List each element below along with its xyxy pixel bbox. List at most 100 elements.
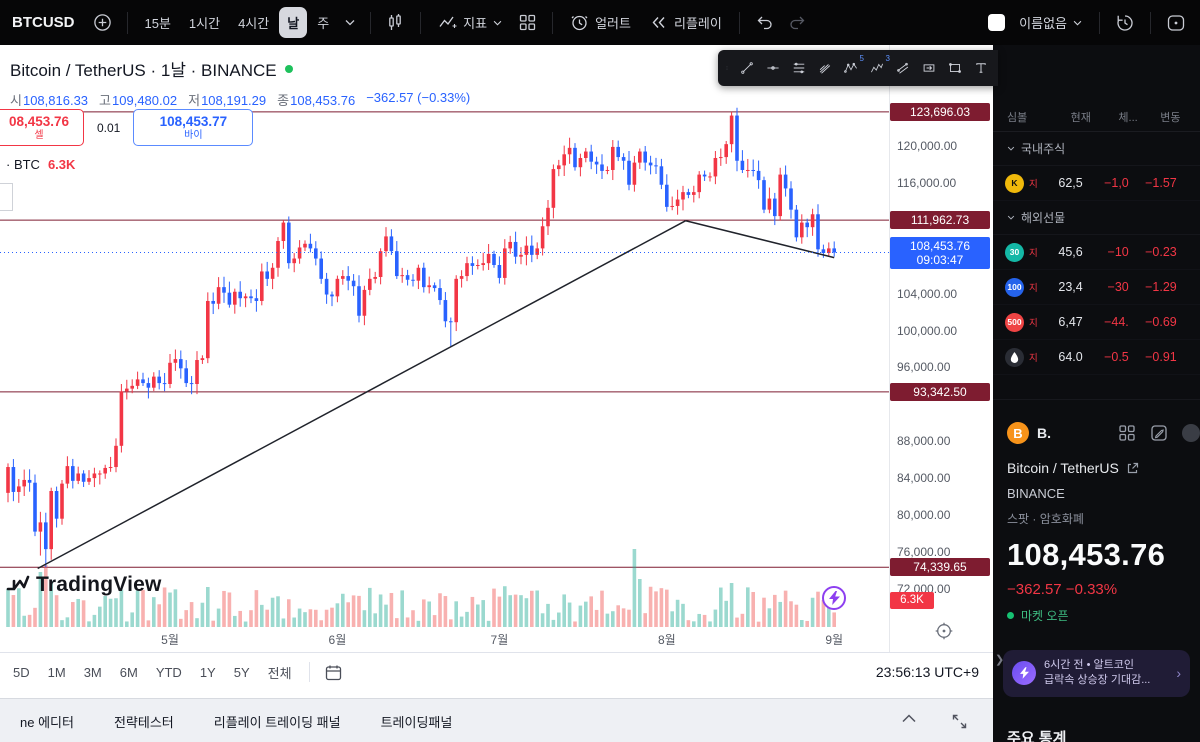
- sidebar-collapse-icon[interactable]: ❯: [993, 651, 1006, 668]
- clipped-avatar-icon[interactable]: [1182, 424, 1200, 442]
- section-title: 국내주식: [1021, 142, 1066, 156]
- buy-label: 바이: [184, 129, 203, 141]
- detail-exchange: BINANCE: [1007, 486, 1065, 501]
- buy-button[interactable]: 108,453.77 바이: [133, 109, 254, 146]
- watchlist-section-header[interactable]: 국내주식: [993, 132, 1200, 166]
- alert-price-tag[interactable]: 123,696.03: [890, 102, 990, 121]
- alert-price-tag[interactable]: 93,342.50: [890, 382, 990, 401]
- range-button-5D[interactable]: 5D: [4, 661, 39, 684]
- time-axis-label: 5월: [161, 633, 179, 647]
- countdown-timer: 09:03:47: [916, 252, 964, 267]
- alert-button[interactable]: 얼러트: [562, 7, 639, 38]
- detail-title-text: Bitcoin / TetherUS: [1007, 460, 1119, 476]
- range-toolbar: 5D 1M 3M 6M YTD 1Y 5Y 전체 23:56:13 UTC+9: [0, 652, 993, 691]
- tradingview-watermark: TradingView: [6, 573, 162, 597]
- expand-panel-icon[interactable]: [946, 713, 973, 730]
- layout-thumbnail[interactable]: [988, 14, 1006, 31]
- candlestick-chart[interactable]: [0, 45, 993, 652]
- range-buttons: 5D 1M 3M 6M YTD 1Y 5Y 전체: [0, 659, 301, 686]
- time-axis[interactable]: 5월 6월 7월 8월 9월: [0, 631, 889, 651]
- undo-icon[interactable]: [749, 10, 780, 35]
- price-axis[interactable]: [889, 45, 994, 652]
- time-axis-label: 6월: [328, 633, 347, 647]
- pitchfork-tool-icon[interactable]: [812, 54, 838, 82]
- elliott-wave-tool-icon[interactable]: 3: [864, 54, 890, 82]
- watchlist-column-header[interactable]: 심볼: [1007, 112, 1028, 124]
- layout-grid-icon[interactable]: [512, 9, 543, 36]
- interval-button-날[interactable]: 날: [279, 7, 308, 38]
- panel-settings-icon[interactable]: [1160, 9, 1192, 37]
- range-button-1Y[interactable]: 1Y: [191, 661, 225, 684]
- history-icon[interactable]: [1109, 9, 1141, 37]
- detail-market-type: 스팟 · 암호화폐: [1007, 512, 1084, 526]
- trend-line-tool-icon[interactable]: [734, 54, 760, 82]
- edit-note-icon[interactable]: [1150, 424, 1168, 442]
- range-button-3M[interactable]: 3M: [75, 661, 111, 684]
- grid-view-icon[interactable]: [1118, 424, 1136, 442]
- tool-badge: 3: [885, 54, 890, 63]
- watchlist-column-header[interactable]: 체...: [1118, 112, 1138, 124]
- interval-button-주[interactable]: 주: [309, 7, 337, 38]
- quick-action-lightning-icon[interactable]: [822, 586, 846, 610]
- time-axis-label: 9월: [825, 633, 844, 647]
- row-change: −1,0: [1104, 176, 1129, 190]
- range-button-YTD[interactable]: YTD: [147, 661, 191, 684]
- current-price-value: 108,453.76: [909, 238, 971, 253]
- redo-icon[interactable]: [782, 10, 813, 35]
- sell-button[interactable]: 08,453.76 셀: [0, 109, 84, 146]
- watchlist-column-header[interactable]: 변동: [1160, 112, 1181, 124]
- goto-date-icon[interactable]: [318, 661, 349, 684]
- scroll-to-realtime-icon[interactable]: [929, 621, 959, 644]
- range-button-1M[interactable]: 1M: [39, 661, 75, 684]
- indicators-button[interactable]: 지표: [430, 7, 510, 38]
- bottom-tab[interactable]: 리플레이 트레이딩 패널: [213, 714, 341, 730]
- chart-title[interactable]: Bitcoin / TetherUS · 1날 · BINANCE: [10, 61, 277, 80]
- interval-button-1시간[interactable]: 1시간: [181, 7, 228, 38]
- watchlist-row[interactable]: 500 지 6,47 −44. −0.69: [993, 305, 1200, 340]
- text-tool-tool-icon[interactable]: [968, 54, 994, 82]
- watchlist-row[interactable]: K 지 62,5 −1,0 −1.57: [993, 166, 1200, 201]
- interval-button-15분[interactable]: 15분: [137, 7, 179, 38]
- xabcd-pattern-tool-icon[interactable]: 5: [838, 54, 864, 82]
- alert-price-tag[interactable]: 74,339.65: [890, 558, 990, 577]
- range-button-6M[interactable]: 6M: [111, 661, 147, 684]
- watchlist-row[interactable]: 지 64.0 −0.5 −0.91: [993, 340, 1200, 375]
- bottom-tab[interactable]: 트레이딩패널: [380, 714, 453, 730]
- news-card[interactable]: 6시간 전 • 알트코인 급락속 상승장 기대감... ›: [1003, 650, 1190, 697]
- interval-chevron-icon[interactable]: [339, 15, 361, 30]
- watchlist-row[interactable]: 100 지 23,4 −30 −1.29: [993, 270, 1200, 305]
- alert-price-tag[interactable]: 111,962.73: [890, 211, 990, 230]
- clock-utc[interactable]: 23:56:13 UTC+9: [875, 664, 979, 680]
- symbol-button[interactable]: BTCUSD: [12, 14, 75, 31]
- fib-retracement-tool-icon[interactable]: [786, 54, 812, 82]
- collapse-panel-icon[interactable]: [896, 713, 922, 730]
- bottom-tab[interactable]: 전략테스터: [113, 714, 174, 730]
- current-price-tag: 108,453.76 09:03:47: [890, 236, 990, 269]
- toolbar-drag-handle[interactable]: [720, 54, 734, 82]
- range-button-전체[interactable]: 전체: [259, 659, 301, 686]
- parallel-channel-tool-icon[interactable]: [890, 54, 916, 82]
- detail-symbol-title[interactable]: Bitcoin / TetherUS: [1007, 460, 1186, 476]
- watchlist-section-header[interactable]: 해외선물: [993, 201, 1200, 235]
- chart-panel[interactable]: Bitcoin / TetherUS · 1날 · BINANCE 시108,8…: [0, 45, 993, 742]
- horizontal-line-tool-icon[interactable]: [760, 54, 786, 82]
- chart-type-icon[interactable]: [380, 9, 411, 36]
- low-value: 108,191.29: [201, 93, 267, 108]
- price-axis-label: 104,000.00: [897, 286, 958, 301]
- rectangle-tool-icon[interactable]: [942, 54, 968, 82]
- date-price-range-tool-icon[interactable]: [916, 54, 942, 82]
- low-label: 저: [188, 93, 201, 108]
- watchlist-row[interactable]: 30 지 45,6 −10 −0.23: [993, 235, 1200, 270]
- range-button-5Y[interactable]: 5Y: [225, 661, 259, 684]
- replay-button[interactable]: 리플레이: [641, 7, 730, 38]
- replay-label: 리플레이: [673, 16, 722, 31]
- layout-name-button[interactable]: 이름없음: [1011, 7, 1090, 38]
- interval-button-4시간[interactable]: 4시간: [230, 7, 277, 38]
- market-open-dot: [1007, 612, 1014, 619]
- market-open-dot: [284, 64, 293, 73]
- bottom-tab[interactable]: ne 에디터: [20, 714, 74, 730]
- compare-add-icon[interactable]: [87, 9, 118, 36]
- watchlist-column-header[interactable]: 현재: [1070, 112, 1091, 124]
- alert-clock-icon: [570, 13, 589, 32]
